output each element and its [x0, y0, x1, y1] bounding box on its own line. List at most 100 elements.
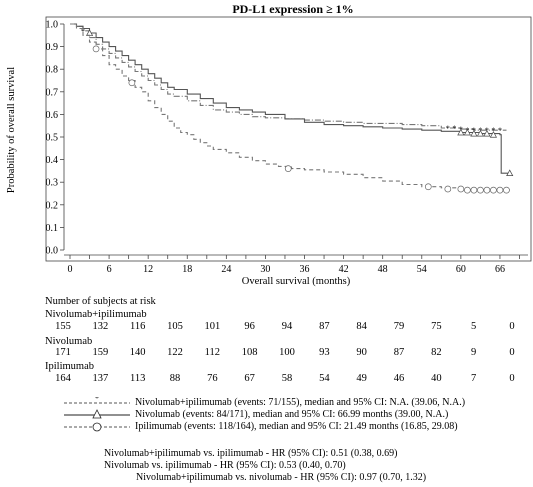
censor-mark-ipi	[477, 186, 484, 194]
censor-mark-ipi	[464, 186, 471, 194]
risk-group-label: Nivolumab+ipilimumab	[45, 309, 147, 320]
censor-mark-nivo	[457, 128, 465, 136]
risk-cell: 0	[509, 321, 515, 332]
risk-cell: 100	[279, 347, 295, 358]
risk-cell: 0	[509, 347, 515, 358]
risk-cell: 9	[471, 347, 477, 358]
risk-cell: 54	[319, 373, 330, 384]
y-tick-label: 0.3	[46, 178, 59, 189]
x-tick-label: 54	[417, 264, 427, 275]
risk-cell: 87	[393, 347, 405, 358]
risk-cell: 108	[241, 347, 258, 358]
risk-cell: 75	[431, 321, 442, 332]
risk-cell: 96	[244, 321, 255, 332]
curve-nivo_ipi	[70, 23, 507, 131]
risk-cell: 90	[356, 347, 367, 358]
censor-mark-nivo_ipi: *	[491, 126, 495, 135]
hr-line: Nivolumab+ipilimumab vs. ipilimumab - HR…	[104, 448, 398, 459]
legend-swatch-ipi	[64, 422, 130, 432]
y-tick-label: 0.2	[46, 200, 59, 211]
censor-mark-nivo_ipi: *	[446, 124, 450, 133]
y-tick-label: 0.1	[46, 223, 59, 234]
censor-mark-ipi	[284, 165, 292, 172]
censor-mark-ipi	[444, 185, 452, 193]
risk-cell: 76	[207, 373, 218, 384]
risk-cell: 171	[55, 347, 71, 358]
plot-frame	[45, 16, 532, 262]
risk-cell: 58	[281, 373, 293, 384]
censor-mark-nivo	[483, 129, 491, 137]
curve-ipi	[70, 23, 510, 191]
legend-swatch-nivo	[64, 409, 130, 419]
x-tick-label: 12	[143, 264, 153, 275]
risk-cell: 7	[471, 373, 477, 384]
risk-cell: 132	[92, 321, 109, 332]
censor-mark-ipi	[490, 186, 497, 194]
risk-cell: 116	[129, 321, 146, 332]
risk-group-label: Nivolumab	[45, 336, 93, 347]
x-tick-label: 60	[456, 264, 466, 275]
risk-cell: 105	[167, 321, 183, 332]
legend-ipi: Ipilimumab (events: 118/164), median and…	[135, 421, 458, 432]
censor-mark-ipi	[92, 45, 100, 53]
y-tick-label: 0.6	[46, 110, 59, 121]
risk-cell: 93	[319, 347, 330, 358]
y-tick-label: 0.8	[46, 65, 59, 76]
hr-line: Nivolumab vs. ipilimumab - HR (95% CI): …	[104, 460, 346, 471]
svg-text:*: *	[95, 397, 99, 403]
x-tick-label: 42	[339, 264, 349, 275]
risk-cell: 79	[393, 321, 405, 332]
risk-cell: 0	[509, 373, 515, 384]
risk-cell: 122	[167, 347, 183, 358]
y-tick-label: 0.7	[46, 87, 59, 98]
censor-mark-ipi	[470, 186, 478, 194]
hr-line: Nivolumab+ipilimumab vs. nivolumab - HR …	[136, 472, 427, 483]
risk-cell: 137	[92, 373, 109, 384]
risk-cell: 112	[204, 347, 221, 358]
risk-cell: 40	[431, 373, 442, 384]
risk-cell: 140	[129, 347, 146, 358]
censor-mark-ipi	[128, 79, 136, 87]
risk-cell: 67	[244, 373, 255, 384]
risk-cell: 164	[55, 373, 71, 384]
risk-cell: 49	[356, 373, 367, 384]
censor-mark-ipi	[496, 186, 504, 194]
risk-cell: 82	[431, 347, 442, 358]
y-tick-label: 1.0	[46, 20, 59, 31]
y-tick-label: 0.5	[46, 133, 59, 144]
censor-mark-ipi	[503, 186, 510, 194]
legend-nivo: Nivolumab (events: 84/171), median and 9…	[135, 409, 449, 420]
y-tick-label: 0.9	[46, 42, 59, 53]
legend-swatch-nivo-ipi: *	[64, 397, 130, 404]
censor-mark-ipi	[424, 183, 432, 191]
risk-cell: 155	[55, 321, 71, 332]
x-tick-label: 48	[378, 264, 388, 275]
y-tick-label: 0.0	[46, 246, 59, 257]
risk-group-label: Ipilimumab	[45, 361, 94, 372]
y-tick-label: 0.4	[46, 155, 59, 166]
survival-curves: **********	[70, 23, 514, 194]
censor-mark-nivo	[506, 169, 514, 177]
x-tick-label: 30	[260, 264, 270, 275]
x-tick-label: 36	[300, 264, 310, 275]
km-chart: PD-L1 expression ≥ 1% Probability of ove…	[6, 2, 532, 287]
censor-mark-nivo_ipi: *	[452, 124, 456, 133]
censor-mark-nivo	[489, 131, 498, 138]
x-tick-label: 66	[495, 264, 505, 275]
risk-cell: 88	[169, 373, 181, 384]
risk-cell: 101	[204, 321, 221, 332]
censor-mark-nivo	[470, 129, 478, 137]
risk-cell: 84	[356, 321, 367, 332]
censor-mark-nivo_ipi: *	[498, 126, 502, 135]
risk-cell: 5	[471, 321, 477, 332]
chart-title: PD-L1 expression ≥ 1%	[232, 2, 353, 16]
risk-cell: 94	[281, 321, 293, 332]
censor-mark-nivo	[463, 128, 471, 136]
risk-cell: 159	[92, 347, 109, 358]
risk-cell: 46	[393, 373, 405, 384]
censor-mark-ipi	[457, 185, 465, 193]
x-tick-label: 6	[107, 264, 112, 275]
axes: 0.0 0.1 0.2 0.3 0.4 0.5 0.6 0.7 0.8 0.9 1.0 0 6 12 18 2…	[46, 20, 528, 275]
risk-cell: 113	[129, 373, 146, 384]
censor-mark-nivo_ipi: *	[81, 27, 85, 36]
